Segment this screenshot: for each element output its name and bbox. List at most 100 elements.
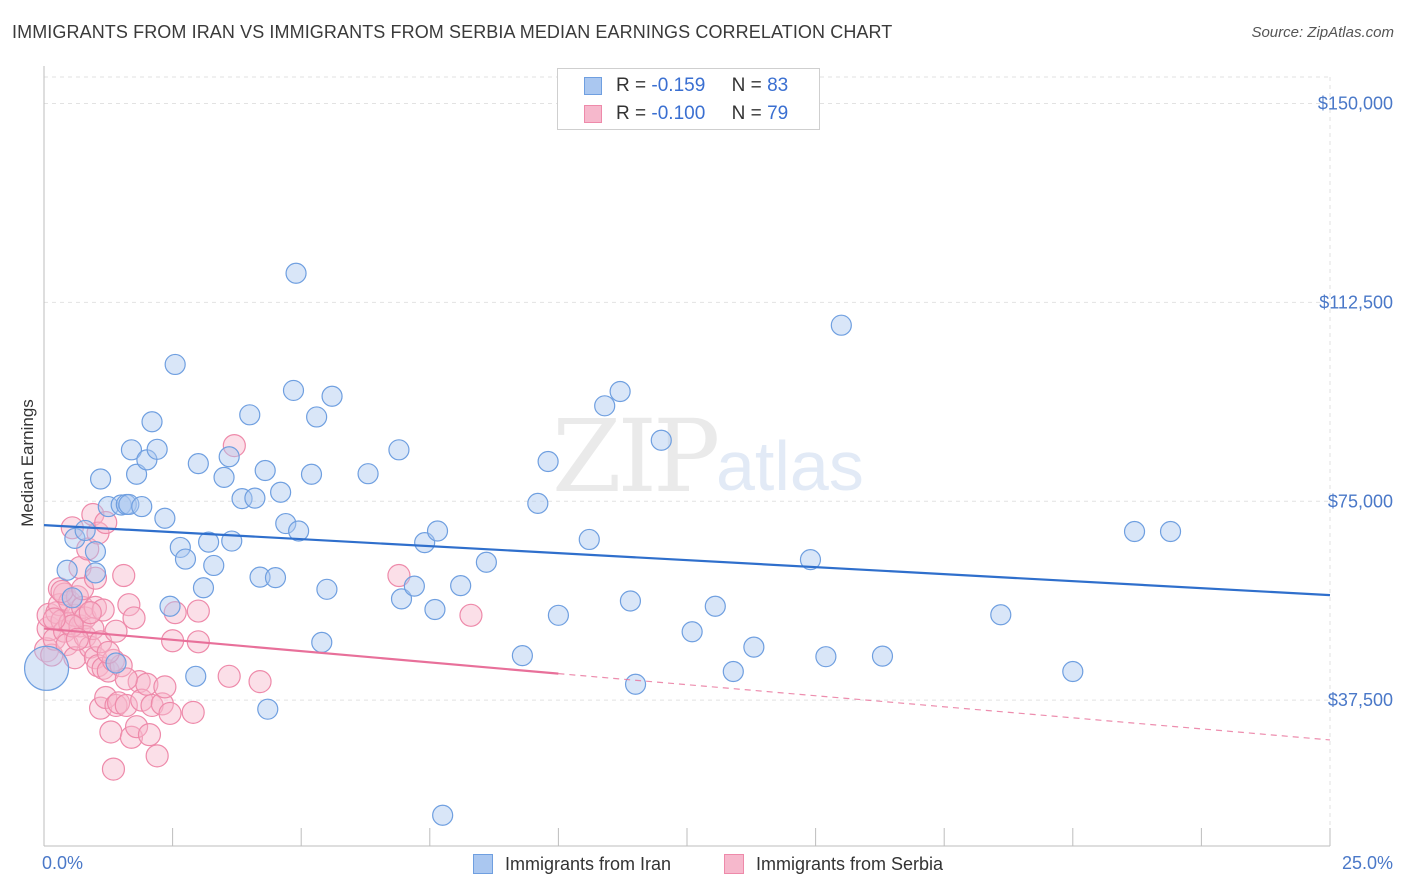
data-point-iran (426, 520, 449, 542)
data-point-serbia (153, 675, 177, 699)
data-point-iran (403, 575, 425, 597)
data-point-iran (120, 439, 143, 461)
trend-lines (43, 524, 1331, 741)
data-point-iran (799, 549, 822, 571)
data-point-serbia (117, 593, 141, 617)
data-point-iran (450, 575, 472, 597)
data-point-iran (527, 492, 549, 514)
data-point-serbia (65, 627, 90, 651)
chart-title: IMMIGRANTS FROM IRAN VS IMMIGRANTS FROM … (12, 22, 893, 42)
legend-swatch-serbia (584, 105, 602, 123)
data-point-iran (1062, 660, 1084, 683)
data-point-iran (321, 385, 343, 407)
legend-item-iran[interactable]: Immigrants from Iran (473, 852, 671, 876)
data-point-serbia (137, 723, 162, 747)
data-point-serbia (114, 693, 138, 718)
data-point-iran (61, 587, 83, 609)
data-point-iran (624, 673, 647, 695)
legend-label-serbia: Immigrants from Serbia (756, 853, 944, 874)
legend-item-serbia[interactable]: Immigrants from Serbia (724, 852, 943, 876)
data-point-iran (390, 588, 413, 610)
data-point-iran (282, 379, 305, 402)
legend-label-iran: Immigrants from Iran (505, 853, 672, 874)
data-point-iran (1123, 520, 1146, 543)
y-tick-label: $75,000 (1328, 491, 1393, 511)
data-point-iran (619, 590, 642, 612)
data-point-iran (743, 636, 765, 658)
legend-stats-serbia: R = -0.100 N = 79 (616, 103, 789, 124)
y-tick-label: $150,000 (1318, 94, 1393, 114)
data-point-iran (722, 660, 744, 683)
y-tick-label: $37,500 (1328, 690, 1393, 710)
series-serbia (33, 433, 483, 781)
data-point-iran (154, 507, 176, 529)
data-point-iran (125, 463, 148, 485)
data-point-serbia (122, 606, 146, 630)
data-point-serbia (186, 599, 210, 623)
data-point-iran (244, 487, 266, 509)
data-point-serbia (459, 603, 483, 627)
trend-line-serbia (43, 627, 559, 675)
data-point-serbia (96, 640, 120, 665)
data-point-iran (187, 453, 209, 475)
legend-swatch-iran (584, 77, 602, 95)
watermark-atlas: atlas (716, 427, 864, 505)
data-point-iran (254, 459, 276, 482)
data-point-serbia (104, 619, 128, 643)
data-point-serbia (248, 669, 272, 694)
data-point-iran (198, 531, 220, 553)
data-point-serbia (101, 757, 126, 781)
data-point-iran (257, 698, 279, 720)
data-point-iran (185, 665, 207, 687)
data-point-iran (141, 411, 163, 433)
data-point-serbia (158, 701, 182, 726)
data-point-iran (105, 652, 127, 674)
data-point-serbia (88, 696, 113, 720)
data-point-serbia (78, 601, 102, 625)
data-point-iran (547, 604, 570, 626)
data-point-serbia (42, 607, 66, 631)
data-point-serbia (163, 601, 187, 625)
y-tick-label: $112,500 (1319, 292, 1393, 312)
data-point-iran (609, 380, 631, 403)
correlation-legend: R = -0.159 N = 83 R = -0.100 N = 79 (557, 68, 820, 130)
data-point-serbia (83, 566, 108, 590)
data-point-iran (213, 466, 235, 489)
data-point-iran (203, 554, 225, 577)
trend-line-iran (43, 524, 1331, 597)
data-point-serbia (387, 563, 411, 588)
data-point-iran (388, 439, 410, 461)
data-point-iran (594, 395, 616, 417)
data-point-iran (815, 646, 837, 668)
data-point-iran (131, 495, 153, 518)
data-point-iran (990, 604, 1012, 626)
data-point-iran (578, 528, 600, 551)
legend-swatch-iran-bottom (473, 854, 493, 874)
data-point-iran (311, 631, 333, 653)
data-point-iran (84, 541, 107, 563)
data-point-iran (357, 463, 379, 485)
data-point-iran (270, 481, 292, 503)
data-point-iran (681, 621, 703, 643)
data-point-serbia (119, 725, 144, 749)
data-point-iran (56, 559, 78, 581)
data-point-iran (300, 463, 323, 485)
data-point-iran (288, 520, 310, 542)
data-point-iran (432, 804, 454, 826)
data-point-serbia (145, 744, 169, 768)
data-point-iran (110, 494, 132, 516)
data-point-serbia (150, 692, 174, 716)
data-point-serbia (50, 579, 74, 604)
data-point-iran (146, 438, 168, 460)
data-point-iran (159, 595, 181, 617)
data-point-serbia (217, 664, 241, 688)
source-label: Source: ZipAtlas.com (1251, 24, 1394, 41)
data-point-iran (239, 404, 261, 426)
data-point-serbia (181, 700, 205, 724)
trend-line-serbia-extension (558, 673, 1331, 741)
data-point-iran (218, 446, 240, 468)
data-point-iran (23, 645, 70, 691)
data-point-iran (1159, 520, 1182, 543)
data-point-iran (249, 566, 271, 588)
